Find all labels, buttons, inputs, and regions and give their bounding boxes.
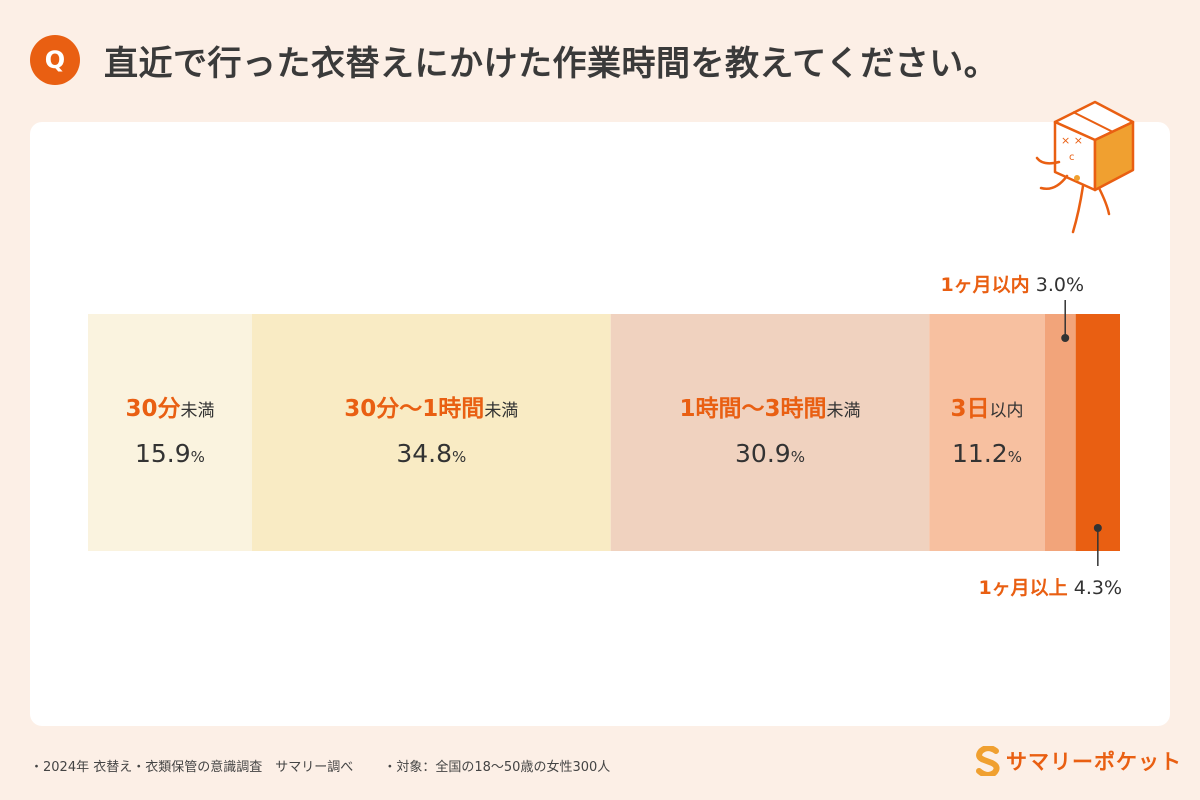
segment-value-1: 15.9%: [135, 439, 205, 468]
bar-segment-2: [251, 314, 611, 551]
segment-value-2: 34.8%: [396, 439, 466, 468]
segment-label-3: 1時間〜3時間未満: [679, 396, 860, 422]
bar-segment-1: [88, 314, 252, 551]
segment-label-2: 30分〜1時間未満: [344, 396, 518, 422]
logo-s-icon: [976, 746, 1000, 776]
question-badge: Q: [30, 35, 80, 85]
svg-text:c: c: [1069, 152, 1075, 163]
callout-dot-5: [1061, 334, 1070, 342]
bar-segment-3: [610, 314, 930, 551]
callout-dot-6: [1093, 524, 1102, 532]
logo-text: サマリーポケット: [1006, 750, 1182, 774]
footer-target: ・対象：全国の18〜50歳の女性300人: [383, 760, 611, 775]
bar-segment-5: [1044, 314, 1076, 551]
question-title: 直近で行った衣替えにかけた作業時間を教えてください。: [104, 44, 999, 84]
segment-value-4: 11.2%: [952, 439, 1022, 468]
callout-label-6: 1ヶ月以上 4.3%: [978, 577, 1122, 599]
callout-label-5: 1ヶ月以内 3.0%: [940, 273, 1084, 296]
bar-segment-4: [929, 314, 1045, 551]
bar-segment-6: [1075, 314, 1120, 551]
svg-text:× ×: × ×: [1061, 134, 1083, 147]
footer-notes: ・2024年 衣替え・衣類保管の意識調査 サマリー調べ ・対象：全国の18〜50…: [30, 756, 636, 775]
brand-logo: サマリーポケット: [976, 746, 1182, 776]
segment-label-1: 30分未満: [125, 396, 214, 422]
mascot-box-character: × × c: [1035, 100, 1135, 234]
footer-source: ・2024年 衣替え・衣類保管の意識調査 サマリー調べ: [30, 760, 354, 775]
segment-label-4: 3日以内: [950, 396, 1023, 422]
segment-value-3: 30.9%: [735, 439, 805, 468]
